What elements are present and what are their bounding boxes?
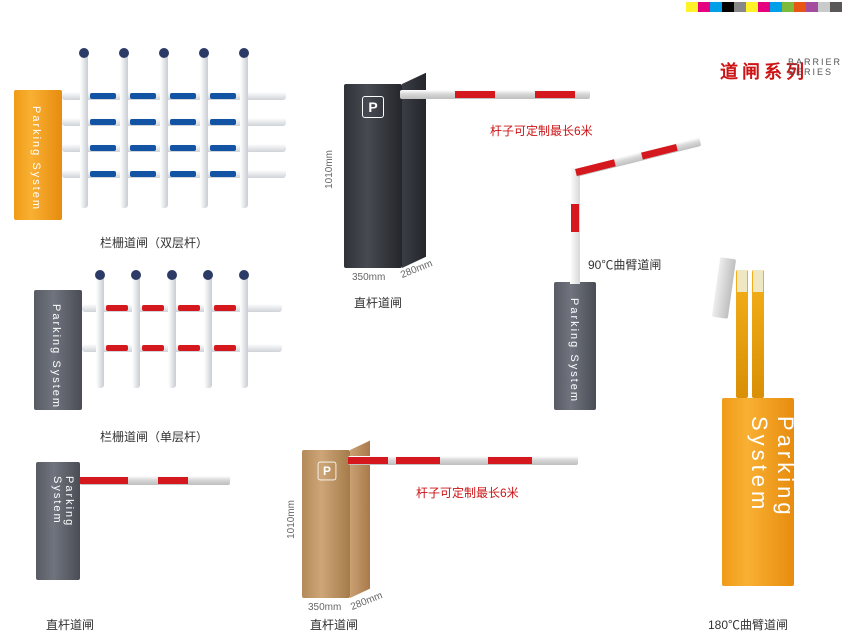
cabinet-label: Parking System: [746, 416, 798, 586]
p-badge-icon: P: [362, 96, 384, 118]
barrier-fold180-cabinet: Parking System: [722, 398, 794, 586]
cabinet-side: [402, 73, 426, 268]
fold180-arm-b: [752, 270, 764, 398]
color-swatch-bar: [686, 2, 842, 12]
cabinet-label: Parking System: [30, 106, 42, 211]
barrier-fence-single: [82, 280, 282, 380]
fold180-link: [712, 257, 736, 319]
caption-straight-c: 直杆道闸: [310, 616, 358, 633]
dim-height-2: 1010mm: [286, 500, 297, 539]
caption-fence-single: 栏栅道闸（单层杆）: [100, 428, 208, 445]
caption-fence-double: 栏栅道闸（双层杆）: [100, 234, 208, 251]
fold180-arm-a: [736, 270, 748, 398]
caption-straight-a: 直杆道闸: [354, 294, 402, 311]
note-straight-tan: 杆子可定制最长6米: [416, 484, 519, 501]
fold90-arm-upper: [575, 137, 701, 177]
barrier-straight-tan-cabinet: P: [302, 450, 350, 598]
fold90-arm-vertical: [570, 168, 580, 284]
tan-straight-arm: [348, 456, 578, 465]
caption-straight-b: 直杆道闸: [46, 616, 94, 633]
page-title-en: BARRIERSERIES: [788, 58, 842, 78]
cabinet-label: Parking System: [51, 476, 75, 580]
barrier-straight-grey-cabinet: Parking System: [36, 462, 80, 580]
barrier-fence-single-cabinet: Parking System: [34, 290, 82, 410]
grey-straight-arm: [80, 476, 230, 485]
caption-fold90: 90℃曲臂道闸: [588, 256, 661, 273]
barrier-fence-double-cabinet: Parking System: [14, 90, 62, 220]
note-straight-dark: 杆子可定制最长6米: [490, 122, 593, 139]
dim-width: 350mm: [352, 272, 385, 283]
cabinet-label: Parking System: [568, 298, 580, 403]
barrier-fence-double: [62, 58, 286, 188]
barrier-straight-dark-cabinet: P: [344, 84, 402, 268]
barrier-fold90-cabinet: Parking System: [554, 282, 596, 410]
p-badge-icon: P: [318, 462, 337, 481]
barrier-arm: .arm[data-name="barrier-arm"]::before{le…: [400, 90, 590, 99]
dim-height: 1010mm: [324, 150, 335, 189]
dim-width-2: 350mm: [308, 602, 341, 613]
caption-fold180: 180℃曲臂道闸: [708, 616, 788, 633]
cabinet-label: Parking System: [50, 304, 62, 409]
